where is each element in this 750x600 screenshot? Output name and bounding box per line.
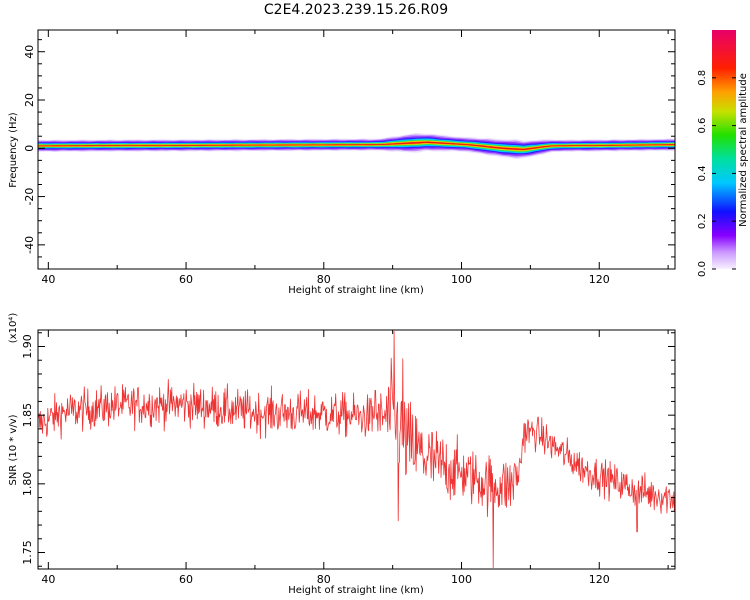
x-tick-label: 100 — [451, 273, 472, 286]
colorbar-tick-label: 0.2 — [697, 213, 708, 229]
spectrogram-y-ticks: 40 20 0 -20 -40 — [23, 39, 675, 270]
y-tick-label: 1.90 — [21, 334, 34, 359]
colorbar-tick-label: 0.6 — [697, 118, 708, 134]
spectrogram-area — [38, 132, 675, 160]
colorbar-ticks: 0.0 0.2 0.4 0.6 0.8 — [697, 70, 736, 277]
colorbar: 0.0 0.2 0.4 0.6 0.8 Normalized spectral ampl… — [697, 30, 749, 277]
y-tick-label: -20 — [23, 188, 36, 206]
x-tick-label: 100 — [451, 573, 472, 586]
spectrogram-x-axis-label: Height of straight line (km) — [288, 285, 424, 296]
x-tick-label: 80 — [317, 273, 331, 286]
snr-panel: 40 60 80 100 120 1.75 1.80 1.85 1.90 Height of … — [8, 313, 676, 596]
snr-y-axis-label: SNR (10 * v/v) — [8, 414, 19, 485]
snr-series-line — [38, 331, 675, 568]
x-tick-label: 60 — [179, 273, 193, 286]
snr-x-axis-label: Height of straight line (km) — [288, 585, 424, 596]
colorbar-tick-label: 0.8 — [697, 70, 708, 86]
x-tick-label: 80 — [317, 573, 331, 586]
chart-title: C2E4.2023.239.15.26.R09 — [264, 2, 448, 18]
y-tick-label: 40 — [23, 45, 36, 59]
spectrogram-x-ticks: 40 60 80 100 120 — [41, 30, 669, 286]
x-tick-label: 40 — [41, 573, 55, 586]
y-tick-label: 1.85 — [21, 403, 34, 428]
snr-frame — [37, 329, 676, 570]
colorbar-gradient — [712, 30, 736, 269]
y-tick-label: 20 — [23, 93, 36, 107]
x-tick-label: 60 — [179, 573, 193, 586]
spectral-band — [38, 132, 675, 160]
spectrogram-panel: 40 60 80 100 120 40 20 0 -20 -40 Height of strai… — [8, 29, 676, 296]
snr-x-ticks: 40 60 80 100 120 — [41, 330, 669, 586]
spectral-band-contour — [38, 141, 675, 151]
spectrogram-frame — [37, 29, 676, 270]
colorbar-tick-label: 0.4 — [697, 165, 708, 181]
x-tick-label: 120 — [589, 573, 610, 586]
x-tick-label: 40 — [41, 273, 55, 286]
spectral-band-contour — [38, 141, 675, 150]
x-tick-label: 120 — [589, 273, 610, 286]
y-tick-label: 1.80 — [21, 472, 34, 497]
snr-plot-area — [38, 331, 675, 568]
spectrogram-y-axis-label: Frequency (Hz) — [8, 112, 19, 188]
snr-multiplier-label: (x10⁴) — [8, 313, 19, 344]
colorbar-tick-label: 0.0 — [697, 261, 708, 277]
colorbar-label: Normalized spectral amplitude — [738, 73, 749, 227]
y-tick-label: 1.75 — [21, 540, 34, 565]
y-tick-label: 0 — [23, 145, 36, 152]
y-tick-label: -40 — [23, 236, 36, 254]
snr-y-ticks: 1.75 1.80 1.85 1.90 — [21, 332, 675, 567]
